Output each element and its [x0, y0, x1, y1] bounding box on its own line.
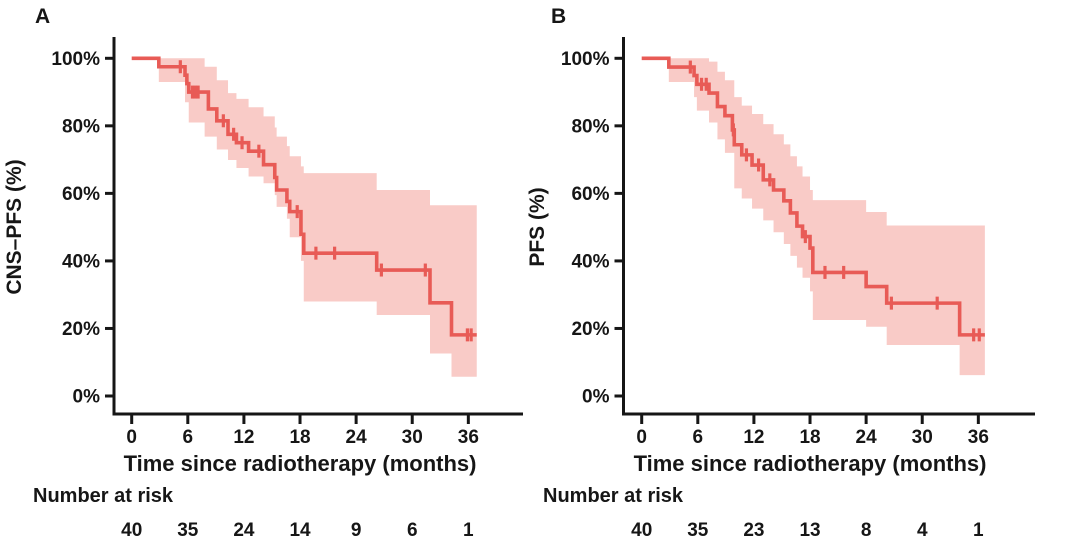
- y-tick-label: 0%: [582, 387, 610, 408]
- x-tick-label: 24: [856, 427, 878, 448]
- survival-curve: [131, 56, 477, 337]
- number-at-risk-value: 13: [799, 520, 820, 541]
- x-axis-title: Time since radiotherapy (months): [634, 451, 987, 476]
- confidence-band: [158, 58, 477, 377]
- y-tick-label: 100%: [51, 49, 100, 70]
- x-tick-label: 36: [458, 427, 479, 448]
- x-tick-label: 18: [799, 427, 820, 448]
- x-axis-title: Time since radiotherapy (months): [124, 451, 477, 476]
- number-at-risk-value: 6: [407, 520, 418, 541]
- survival-curve: [641, 56, 985, 337]
- number-at-risk-value: 35: [177, 520, 199, 541]
- number-at-risk-value: 23: [743, 520, 764, 541]
- number-at-risk-label: Number at risk: [543, 485, 684, 507]
- y-axis-title: CNS–PFS (%): [3, 159, 26, 294]
- y-tick-label: 80%: [62, 116, 100, 137]
- number-at-risk-value: 40: [631, 520, 652, 541]
- y-tick-label: 60%: [62, 184, 100, 205]
- y-tick-label: 40%: [571, 251, 609, 272]
- number-at-risk-value: 4: [917, 520, 928, 541]
- number-at-risk-value: 1: [973, 520, 984, 541]
- number-at-risk-label: Number at risk: [33, 485, 174, 507]
- number-at-risk-value: 40: [121, 520, 142, 541]
- x-tick-label: 0: [636, 427, 647, 448]
- y-tick-label: 20%: [62, 319, 100, 340]
- axis-spines: [622, 37, 1035, 416]
- y-tick-label: 20%: [571, 319, 609, 340]
- x-tick-label: 0: [126, 427, 137, 448]
- x-tick-label: 12: [233, 427, 254, 448]
- x-tick-label: 30: [402, 427, 423, 448]
- panel-A: 0% 20% 40% 60% 80% 100% 0 6 12 18 24 30 36 Time since…: [3, 37, 523, 541]
- y-tick-label: 0%: [73, 387, 101, 408]
- number-at-risk-value: 1: [463, 520, 474, 541]
- y-axis-title: PFS (%): [526, 187, 549, 266]
- number-at-risk-value: 35: [687, 520, 709, 541]
- y-tick-label: 100%: [561, 49, 610, 70]
- x-tick-label: 30: [912, 427, 933, 448]
- number-at-risk-value: 24: [233, 520, 255, 541]
- x-tick-label: 24: [346, 427, 368, 448]
- y-tick-label: 80%: [571, 116, 609, 137]
- panel-label-b: B: [551, 5, 567, 28]
- x-tick-label: 36: [968, 427, 989, 448]
- number-at-risk-value: 9: [351, 520, 362, 541]
- y-tick-label: 60%: [571, 184, 609, 205]
- axis-spines: [112, 37, 523, 416]
- y-tick-label: 40%: [62, 251, 100, 272]
- x-tick-label: 6: [693, 427, 704, 448]
- confidence-band: [668, 58, 985, 376]
- panel-label-a: A: [35, 5, 51, 28]
- number-at-risk-value: 14: [289, 520, 311, 541]
- x-tick-label: 18: [289, 427, 310, 448]
- number-at-risk-value: 8: [861, 520, 872, 541]
- x-tick-label: 12: [743, 427, 764, 448]
- x-tick-label: 6: [183, 427, 194, 448]
